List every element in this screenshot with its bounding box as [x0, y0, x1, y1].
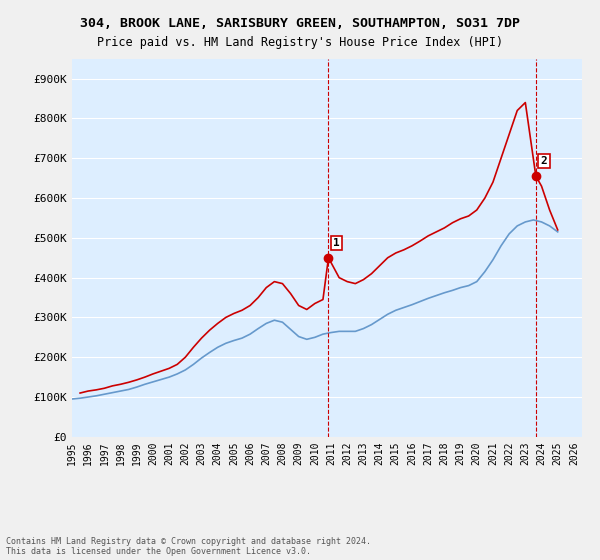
Text: 1: 1	[334, 238, 340, 248]
Text: 304, BROOK LANE, SARISBURY GREEN, SOUTHAMPTON, SO31 7DP: 304, BROOK LANE, SARISBURY GREEN, SOUTHA…	[80, 17, 520, 30]
Text: Price paid vs. HM Land Registry's House Price Index (HPI): Price paid vs. HM Land Registry's House …	[97, 36, 503, 49]
Text: Contains HM Land Registry data © Crown copyright and database right 2024.: Contains HM Land Registry data © Crown c…	[6, 537, 371, 546]
Text: This data is licensed under the Open Government Licence v3.0.: This data is licensed under the Open Gov…	[6, 547, 311, 556]
Text: 2: 2	[541, 156, 547, 166]
